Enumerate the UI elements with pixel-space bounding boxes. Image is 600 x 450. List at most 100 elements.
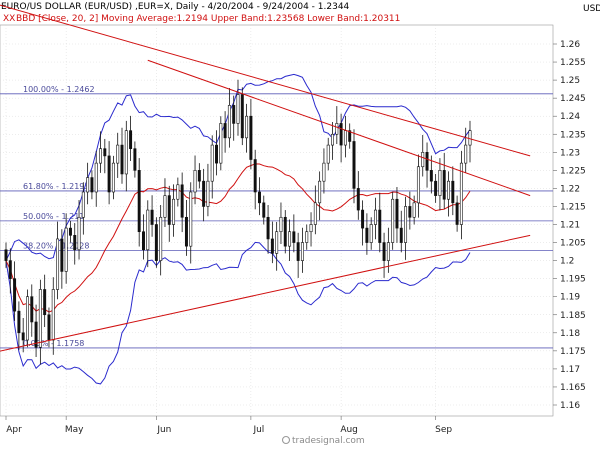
candle-body <box>184 216 188 247</box>
candle-body <box>25 296 29 341</box>
candle-body <box>262 202 266 218</box>
candle-body <box>172 198 176 225</box>
header: EURO/US DOLLAR (EUR/USD) ,EUR=X, Daily -… <box>1 2 600 24</box>
candle-body <box>227 105 231 139</box>
candle-body <box>197 170 201 182</box>
candle-body <box>21 332 25 341</box>
candle-body <box>369 224 373 243</box>
candle-body <box>257 191 261 204</box>
watermark-text: tradesignal.com <box>292 436 365 446</box>
candle-body <box>210 144 214 182</box>
x-month-label: Apr <box>6 425 22 435</box>
candle-body <box>43 289 47 316</box>
candle-body <box>107 155 111 193</box>
fib-level-label: 100.00% - 1.2462 <box>23 85 95 94</box>
candle-body <box>352 141 356 189</box>
y-tick-label: 1.175 <box>560 347 586 357</box>
candle-body <box>94 162 98 193</box>
candle-body <box>442 170 446 200</box>
candle-body <box>245 115 249 139</box>
moving-average-line <box>5 163 471 313</box>
candle-body <box>51 289 55 341</box>
candle-body <box>17 310 21 334</box>
lower-band-line <box>5 241 471 385</box>
candle-body <box>365 227 369 243</box>
candle-body <box>146 209 150 251</box>
candle-body <box>232 105 236 124</box>
candle-body <box>116 144 120 164</box>
candle-body <box>416 166 420 204</box>
y-tick-label: 1.18 <box>560 329 580 339</box>
candle-body <box>99 148 102 164</box>
candle-body <box>305 231 309 243</box>
candle-body <box>283 216 287 247</box>
fib-level-label: 61.80% - 1.2193 <box>23 182 89 191</box>
candle-body <box>438 170 442 196</box>
y-tick-label: 1.17 <box>560 365 580 375</box>
y-axis: 1.26 1.255 1.25 1.245 1.24 1.235 1.23 1.225 1.22… <box>553 40 586 411</box>
candle-body <box>180 184 184 218</box>
candle-body <box>292 231 296 243</box>
candle-body <box>335 123 339 135</box>
candle-body <box>275 231 279 254</box>
candle-body <box>348 130 352 142</box>
candle-body <box>4 249 8 261</box>
candle-body <box>378 209 382 243</box>
candle-body <box>77 216 81 251</box>
y-tick-label: 1.225 <box>560 166 586 176</box>
y-tick-label: 1.26 <box>560 40 580 50</box>
candle-body <box>404 206 408 243</box>
candle-body <box>202 180 206 207</box>
candle-body <box>391 198 395 243</box>
candle-body <box>167 195 171 225</box>
candle-body <box>253 159 257 193</box>
y-tick-label: 1.205 <box>560 239 586 249</box>
y-tick-label: 1.16 <box>560 401 580 411</box>
x-month-label: Jun <box>156 425 171 435</box>
candle-body <box>86 177 90 193</box>
candle-body <box>68 227 72 236</box>
candle-body <box>163 195 167 218</box>
indicator-prefix: XX <box>3 14 15 24</box>
trendlines <box>0 4 531 352</box>
candle-body <box>81 191 85 218</box>
candle-body <box>240 94 244 139</box>
candle-body <box>455 202 459 225</box>
trendline-lower-support <box>0 234 531 352</box>
candle-body <box>154 224 158 261</box>
candle-body <box>159 216 163 261</box>
y-tick-label: 1.235 <box>560 130 586 140</box>
candle-body <box>468 130 472 146</box>
x-axis: Apr May Jun Jul Aug Sep <box>5 416 452 435</box>
candle-body <box>395 198 399 229</box>
candle-body <box>73 235 77 251</box>
candle-body <box>38 289 42 348</box>
candle-body <box>399 227 403 243</box>
candle-body <box>326 144 330 164</box>
y-tick-label: 1.24 <box>560 112 580 122</box>
candle-body <box>129 130 133 149</box>
candle-body <box>309 224 313 233</box>
candle-body <box>296 242 300 261</box>
candle-body <box>64 227 68 272</box>
candle-body <box>56 238 60 290</box>
trendline-upper-resistance-2 <box>147 59 531 197</box>
candle-body <box>133 148 137 171</box>
candle-body <box>176 184 180 200</box>
candle-body <box>189 191 193 247</box>
candle-body <box>30 296 34 323</box>
x-month-label: May <box>65 425 84 435</box>
y-tick-label: 1.22 <box>560 184 580 194</box>
candle-body <box>356 188 360 211</box>
candle-body <box>249 115 253 160</box>
x-month-label: Jul <box>252 425 264 435</box>
y-tick-label: 1.2 <box>560 257 574 267</box>
candle-body <box>270 238 274 254</box>
candle-body <box>120 144 124 175</box>
candle-body <box>361 209 365 229</box>
candle-body <box>34 321 38 348</box>
candle-body <box>434 180 438 196</box>
fib-level-label: 0.00% - 1.1758 <box>23 339 84 348</box>
candle-body <box>451 180 455 204</box>
candles <box>4 79 472 365</box>
